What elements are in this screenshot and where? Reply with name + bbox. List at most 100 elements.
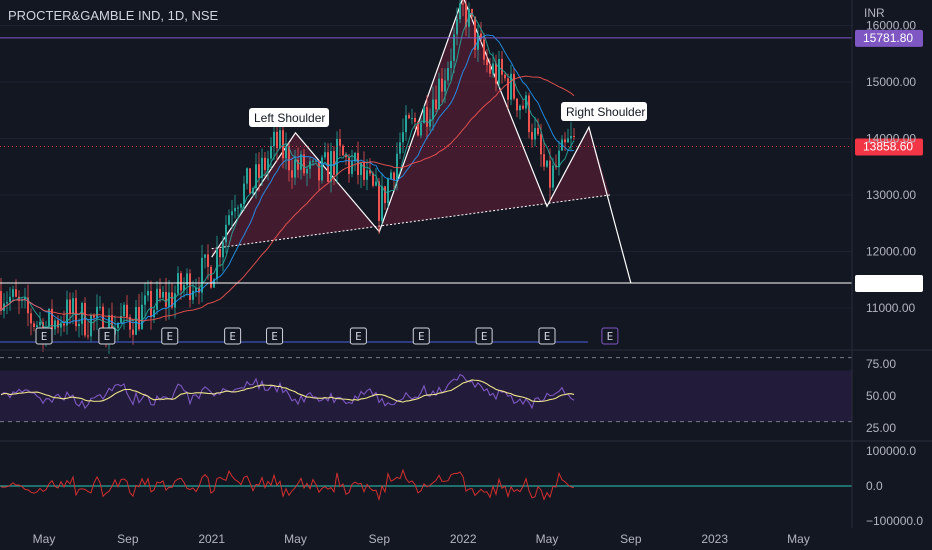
candle-body (540, 134, 542, 155)
candle-body (123, 304, 125, 316)
time-tick-label: Sep (117, 532, 139, 546)
candle-body (216, 249, 218, 280)
price-tag-label: 13858.60 (863, 139, 913, 153)
candle-body (30, 313, 32, 324)
rsi-ma-line (0, 379, 575, 403)
candle-body (171, 292, 173, 308)
candle-body (294, 159, 296, 178)
time-tick-label: May (33, 532, 56, 546)
candle-body (432, 99, 434, 120)
candle-body (135, 306, 137, 335)
candle-body (186, 273, 188, 286)
time-tick-label: May (284, 532, 307, 546)
candle-body (549, 160, 551, 188)
candle-body (534, 128, 536, 140)
head-shoulders-pattern (211, 0, 632, 284)
candle-body (84, 303, 86, 336)
candle-body (120, 315, 122, 323)
candle-body (279, 130, 281, 149)
price-tick-label: 16000.00 (866, 19, 916, 33)
rsi-tick-label: 75.00 (866, 357, 896, 371)
candle-body (51, 308, 53, 330)
earnings-marker-label: E (481, 330, 488, 343)
candle-body (6, 302, 8, 304)
candle-body (528, 95, 530, 133)
candle-body (15, 289, 17, 297)
candle-body (90, 315, 92, 337)
candle-body (285, 146, 287, 159)
candle-body (255, 164, 257, 188)
candle-body (222, 242, 224, 258)
candle-body (429, 119, 431, 127)
candle-body (75, 298, 77, 327)
candle-body (351, 161, 353, 174)
candle-body (282, 130, 284, 159)
price-tag-box (855, 274, 923, 292)
candle-body (456, 19, 458, 35)
candle-body (405, 115, 407, 133)
candle-body (306, 168, 308, 174)
candle-body (162, 291, 164, 298)
moving-average-line (0, 34, 575, 325)
candle-body (501, 58, 503, 75)
earnings-marker-label: E (418, 330, 425, 343)
earnings-marker-label: E (41, 330, 48, 343)
candle-body (198, 287, 200, 293)
price-tick-label: 15000.00 (866, 75, 916, 89)
earnings-marker-box (98, 327, 116, 345)
candle-body (243, 183, 245, 205)
candle-body (474, 16, 476, 50)
right-shoulder-text: Right Shoulder (566, 105, 645, 119)
candle-body (96, 306, 98, 318)
candle-body (210, 266, 212, 288)
candle-body (465, 3, 467, 27)
candle-body (324, 152, 326, 158)
candle-body (18, 296, 20, 301)
time-tick-label: 2021 (198, 532, 225, 546)
candle-body (564, 139, 566, 143)
candle-body (174, 293, 176, 308)
moving-average-lines (0, 12, 575, 332)
candle-body (159, 288, 161, 298)
candle-body (189, 273, 191, 300)
candle-body (393, 172, 395, 181)
candle-body (99, 306, 101, 308)
candle-body (276, 131, 278, 149)
candle-body (408, 115, 410, 119)
candle-body (462, 3, 464, 5)
candle-body (291, 170, 293, 178)
candle-body (12, 289, 14, 297)
candle-body (486, 59, 488, 66)
right-shoulder-label: Right Shoulder (561, 102, 647, 121)
candle-body (381, 186, 383, 221)
oscillator-tick-label: −100000.0 (866, 514, 923, 528)
candle-body (9, 296, 11, 303)
left-shoulder-label: Left Shoulder (249, 108, 329, 127)
candle-body (414, 117, 416, 122)
candle-body (396, 153, 398, 181)
earnings-marker-label: E (104, 330, 111, 343)
candle-body (342, 145, 344, 156)
candle-body (138, 306, 140, 330)
earnings-marker-box (266, 327, 284, 345)
candle-body (249, 168, 251, 194)
candle-body (267, 158, 269, 171)
rsi-tick-label: 50.00 (866, 389, 896, 403)
candle-body (552, 165, 554, 188)
earnings-marker-box (349, 327, 367, 345)
candle-body (180, 273, 182, 291)
candle-body (165, 291, 167, 307)
price-tick-label: 14000.00 (866, 132, 916, 146)
candle-body (273, 131, 275, 147)
candle-body (336, 138, 338, 175)
candle-body (27, 297, 29, 314)
earnings-marker-label: E (607, 330, 614, 343)
earnings-marker-box (161, 327, 179, 345)
price-tag-label: 11443.50 (863, 276, 912, 290)
candle-body (231, 211, 233, 216)
rsi-pane (0, 357, 852, 423)
candle-body (93, 315, 95, 318)
candle-body (204, 254, 206, 258)
candle-body (213, 279, 215, 288)
